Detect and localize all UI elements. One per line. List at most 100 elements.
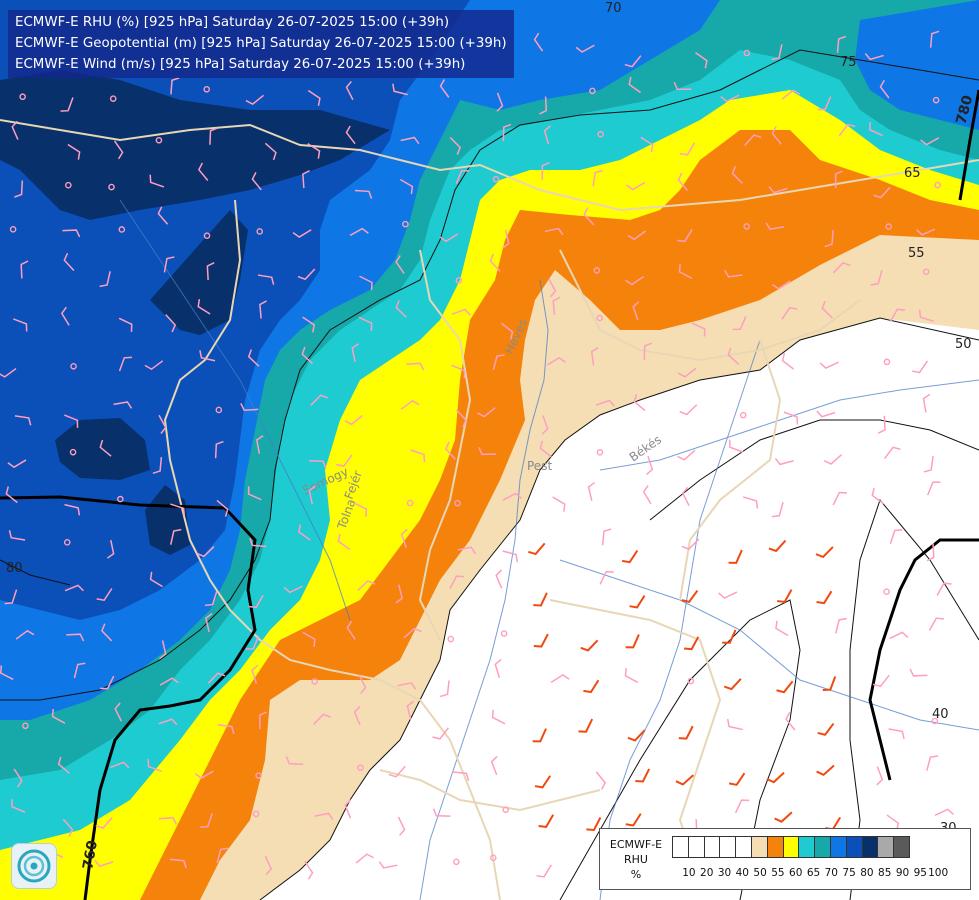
wind-barb — [432, 727, 450, 740]
wind-barb — [209, 127, 218, 145]
wind-barb — [783, 411, 799, 425]
wind-barb — [539, 440, 552, 458]
wind-barb — [775, 620, 789, 637]
wind-barb — [629, 595, 646, 609]
wind-barb — [836, 35, 847, 53]
wind-barb — [257, 274, 275, 285]
wind-barb — [677, 229, 693, 243]
wind-barb — [777, 589, 793, 603]
wind-barb — [646, 455, 654, 476]
legend-tick-label: 90 — [895, 867, 910, 879]
wind-barb — [264, 855, 273, 876]
wind-barb — [302, 316, 316, 333]
wind-barb — [744, 134, 762, 147]
legend-tick-label: 30 — [717, 867, 732, 879]
wind-barb — [283, 585, 303, 594]
wind-barb — [832, 261, 851, 274]
calm-wind-marker — [502, 806, 510, 814]
wind-barb — [410, 449, 426, 463]
wind-barb — [247, 349, 260, 367]
wind-barb — [66, 633, 85, 642]
wind-barb — [345, 125, 356, 145]
wind-barb — [873, 186, 891, 199]
wind-barb — [771, 501, 784, 518]
wind-barb — [149, 174, 165, 188]
wind-barb — [349, 227, 369, 237]
wind-barb — [587, 481, 596, 501]
wind-barb — [586, 817, 602, 831]
legend-swatch — [861, 836, 879, 858]
wind-barb — [240, 403, 259, 411]
wind-barb — [678, 264, 693, 280]
wind-barb — [477, 407, 496, 418]
wind-barb — [455, 170, 470, 185]
wind-barb — [445, 441, 456, 460]
wind-barb — [217, 723, 235, 735]
wind-barb — [595, 399, 615, 407]
calm-wind-marker — [883, 588, 890, 596]
wind-barb — [781, 306, 798, 320]
calm-wind-marker — [69, 448, 77, 456]
wind-barb — [723, 678, 742, 691]
wind-barb — [724, 269, 743, 278]
wind-barb — [728, 772, 746, 786]
wind-barb — [159, 677, 179, 686]
wind-barb — [718, 591, 738, 599]
wind-barb — [580, 639, 599, 652]
wind-barb — [259, 711, 268, 730]
wind-barb — [533, 592, 548, 607]
wind-barb — [439, 79, 450, 98]
wind-barb — [774, 457, 794, 466]
wind-barb — [303, 860, 314, 880]
geopotential-isolines — [0, 89, 979, 900]
title-wind: ECMWF-E Wind (m/s) [925 hPa] Saturday 26… — [15, 57, 466, 72]
wind-barb — [310, 394, 329, 406]
wind-barb — [679, 142, 696, 156]
wind-barb — [62, 818, 74, 837]
wind-barb — [96, 588, 113, 602]
wind-barb — [0, 367, 17, 378]
wind-barb — [351, 343, 359, 362]
wind-barb — [355, 853, 374, 864]
wind-barb — [909, 668, 928, 677]
wind-barb — [889, 631, 909, 640]
wind-barb — [11, 799, 26, 813]
wind-barb — [170, 503, 186, 516]
wind-barb — [871, 487, 885, 505]
wind-barb — [765, 222, 785, 231]
calm-wind-marker — [596, 449, 604, 456]
wind-barb — [876, 766, 884, 786]
legend-tick-label: 40 — [735, 867, 749, 879]
wind-barb — [11, 120, 19, 140]
wind-barb — [197, 162, 209, 181]
wind-barb — [541, 415, 549, 435]
wind-barb — [495, 569, 503, 589]
wind-barb — [734, 799, 750, 814]
wind-barb — [728, 549, 743, 564]
wind-barb — [395, 584, 403, 604]
wind-barb — [247, 486, 262, 501]
wind-barb — [742, 496, 759, 509]
wind-barb — [575, 44, 595, 53]
svg-text:65: 65 — [904, 166, 921, 181]
wind-barb — [307, 142, 321, 159]
wind-barbs — [0, 30, 954, 880]
wind-barb — [766, 771, 785, 784]
wind-barb — [677, 449, 696, 461]
wind-barb — [264, 142, 277, 161]
wind-barb — [432, 808, 451, 817]
wind-barb — [552, 296, 561, 316]
legend-swatch — [893, 836, 910, 858]
wind-barb — [681, 589, 699, 603]
wind-barb — [359, 275, 373, 291]
svg-text:780: 780 — [953, 93, 976, 126]
wind-barb — [8, 530, 26, 541]
wind-barb — [534, 775, 552, 789]
legend-swatch — [672, 836, 689, 858]
wind-barb — [60, 97, 74, 112]
calm-wind-marker — [252, 810, 260, 818]
wind-barb — [677, 172, 689, 192]
wind-barb — [456, 409, 467, 428]
wind-barb — [541, 161, 550, 180]
wind-barb — [0, 665, 14, 681]
